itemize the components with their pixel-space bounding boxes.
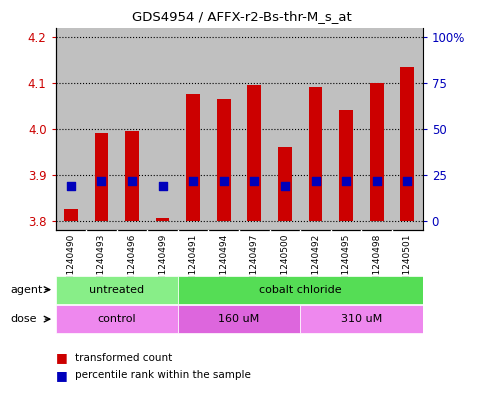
Text: GSM1240491: GSM1240491: [189, 234, 198, 294]
Point: [403, 178, 411, 184]
Bar: [86, 28, 117, 230]
Bar: [331, 28, 361, 230]
Bar: [64, 209, 78, 221]
Text: untreated: untreated: [89, 285, 144, 295]
Text: GSM1240496: GSM1240496: [128, 234, 137, 294]
Point: [373, 178, 381, 184]
Text: ■: ■: [56, 369, 67, 382]
Point: [251, 178, 258, 184]
Point: [128, 178, 136, 184]
Text: GSM1240499: GSM1240499: [158, 234, 167, 294]
Point: [220, 178, 227, 184]
Bar: [156, 219, 170, 221]
Text: GSM1240492: GSM1240492: [311, 234, 320, 294]
Text: GSM1240498: GSM1240498: [372, 234, 381, 294]
Text: GSM1240490: GSM1240490: [66, 234, 75, 294]
Text: agent: agent: [11, 285, 43, 295]
Text: GSM1240495: GSM1240495: [341, 234, 351, 294]
Point: [67, 183, 75, 189]
Text: cobalt chloride: cobalt chloride: [259, 285, 341, 295]
Bar: [370, 83, 384, 221]
Text: dose: dose: [11, 314, 37, 324]
Bar: [392, 28, 423, 230]
Bar: [339, 110, 353, 221]
Bar: [125, 131, 139, 221]
Bar: [300, 28, 331, 230]
Text: GSM1240500: GSM1240500: [281, 234, 289, 294]
Text: percentile rank within the sample: percentile rank within the sample: [75, 370, 251, 380]
Text: 160 uM: 160 uM: [218, 314, 260, 324]
Text: ■: ■: [56, 351, 67, 364]
Bar: [56, 276, 178, 304]
Bar: [178, 28, 209, 230]
Text: GSM1240493: GSM1240493: [97, 234, 106, 294]
Point: [159, 183, 167, 189]
Bar: [117, 28, 147, 230]
Bar: [278, 147, 292, 221]
Point: [189, 178, 197, 184]
Bar: [178, 305, 300, 333]
Text: GDS4954 / AFFX-r2-Bs-thr-M_s_at: GDS4954 / AFFX-r2-Bs-thr-M_s_at: [132, 10, 351, 23]
Text: GSM1240494: GSM1240494: [219, 234, 228, 294]
Bar: [400, 66, 414, 221]
Text: transformed count: transformed count: [75, 353, 172, 363]
Bar: [217, 99, 231, 221]
Bar: [147, 28, 178, 230]
Bar: [270, 28, 300, 230]
Bar: [239, 28, 270, 230]
Text: GSM1240501: GSM1240501: [403, 234, 412, 294]
Bar: [178, 276, 423, 304]
Bar: [309, 87, 323, 221]
Bar: [300, 305, 423, 333]
Point: [312, 178, 319, 184]
Point: [281, 183, 289, 189]
Text: GSM1240497: GSM1240497: [250, 234, 259, 294]
Bar: [247, 85, 261, 221]
Bar: [95, 133, 108, 221]
Bar: [361, 28, 392, 230]
Point: [342, 178, 350, 184]
Bar: [56, 28, 86, 230]
Bar: [209, 28, 239, 230]
Point: [98, 178, 105, 184]
Bar: [56, 305, 178, 333]
Text: 310 uM: 310 uM: [341, 314, 382, 324]
Text: control: control: [98, 314, 136, 324]
Bar: [186, 94, 200, 221]
